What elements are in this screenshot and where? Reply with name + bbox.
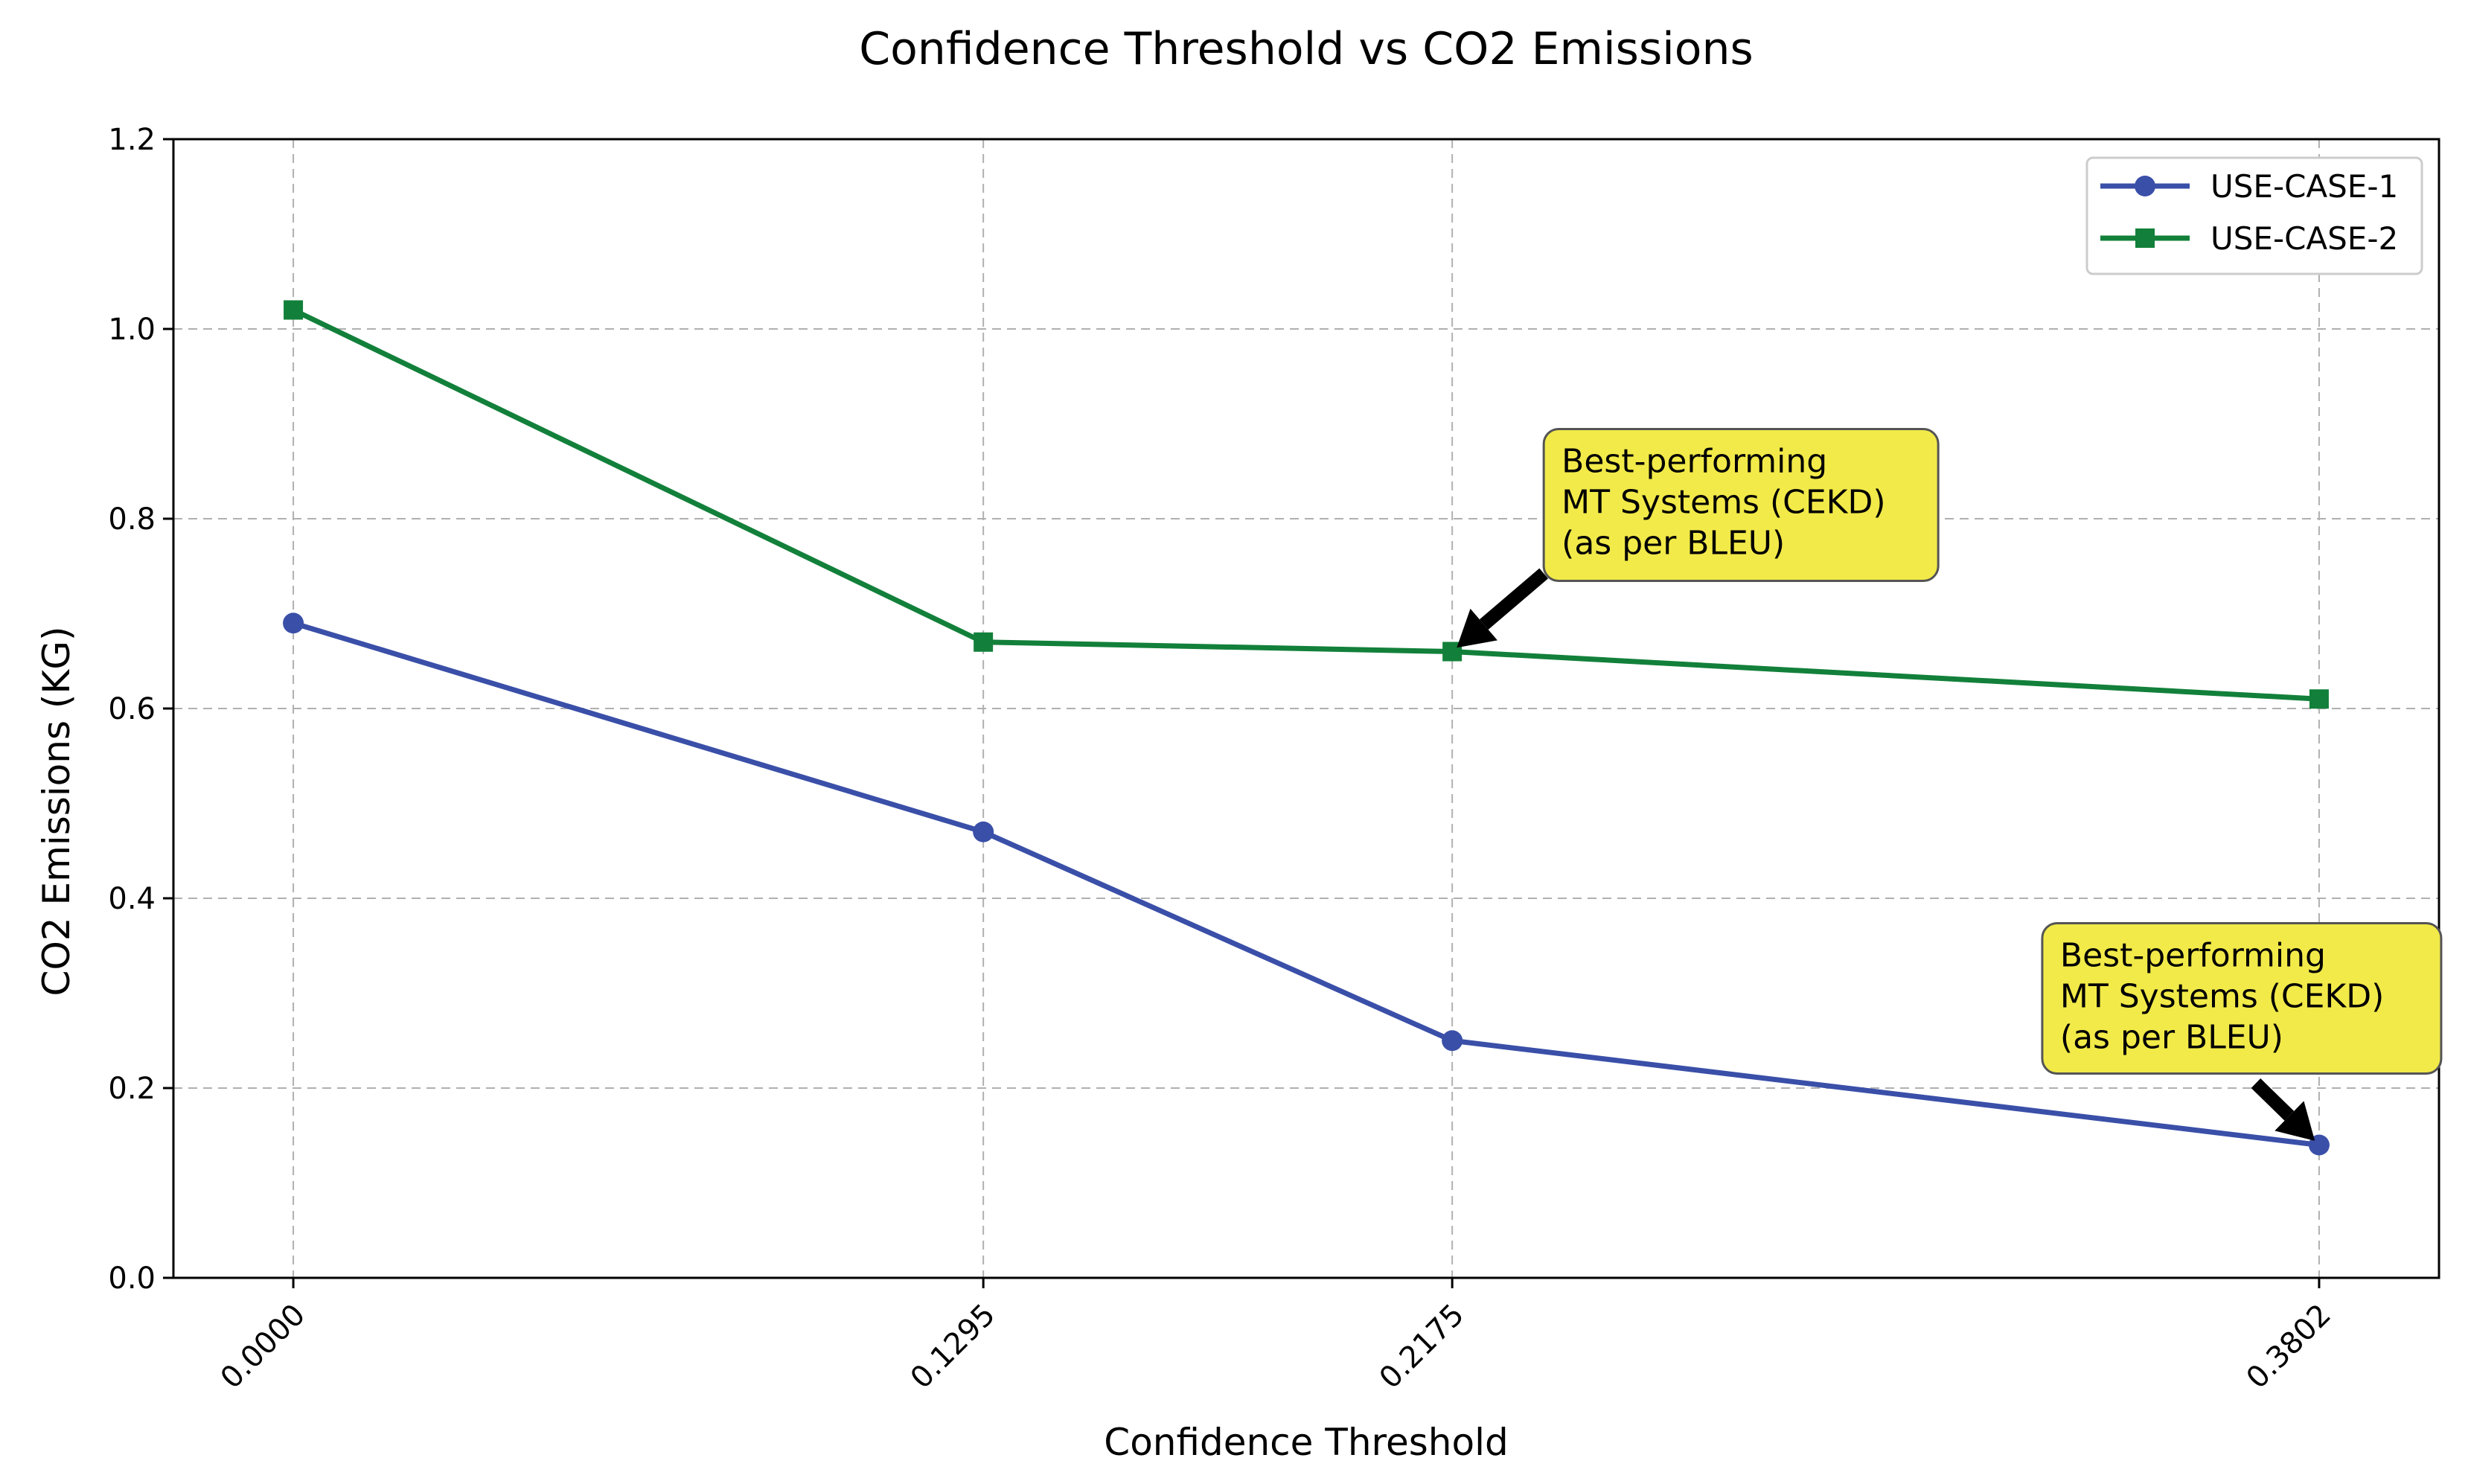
annotation-text-line: MT Systems (CEKD) <box>1561 484 1885 522</box>
annotation-text-line: (as per BLEU) <box>2060 1019 2283 1057</box>
y-tick-label: 0.4 <box>108 882 156 916</box>
annotation-text-line: (as per BLEU) <box>1561 525 1785 563</box>
grid-lines <box>173 138 2439 1279</box>
annotation-arrow-head <box>2275 1101 2315 1141</box>
legend-label-2: USE-CASE-2 <box>2211 220 2398 257</box>
annotation-box <box>1542 428 1940 582</box>
annotation-arrow-shaft <box>1479 568 1548 630</box>
annotation-text-line: MT Systems (CEKD) <box>2060 978 2384 1016</box>
y-tick-label: 0.2 <box>108 1072 156 1106</box>
legend-marker-2 <box>2135 228 2155 248</box>
annotation-text-line: Best-performing <box>1561 443 1827 481</box>
series-2-point <box>284 300 304 320</box>
series-2-point <box>974 632 994 652</box>
x-tick-label: 0.0000 <box>214 1298 312 1395</box>
legend-marker-1 <box>2135 176 2155 196</box>
axes: 0.0 0.2 0.4 0.6 0.8 1.0 1.2 0.0000 0.1295 0.2175 0… <box>108 123 2440 1395</box>
series-line-1 <box>293 620 2320 1148</box>
x-tick-label: 0.3802 <box>2240 1298 2337 1395</box>
series-1-point <box>283 613 304 634</box>
x-tick-label: 0.1295 <box>904 1298 1002 1395</box>
chart-title: Confidence Threshold vs CO2 Emissions <box>859 23 1754 75</box>
data-series <box>283 300 2330 1156</box>
series-1-point <box>973 821 994 842</box>
annotation-2: Best-performing MT Systems (CEKD)(as per… <box>2041 922 2443 1141</box>
series-line-2 <box>292 307 2320 702</box>
legend-label-1: USE-CASE-1 <box>2211 168 2398 205</box>
y-axis-label: CO2 Emissions (KG) <box>35 627 78 997</box>
x-axis-label: Confidence Threshold <box>1104 1421 1508 1464</box>
plot-frame <box>172 138 2440 1279</box>
series-2-point <box>2309 689 2329 709</box>
legend: USE-CASE-1 USE-CASE-2 <box>2085 156 2423 275</box>
annotation-arrow-shaft <box>2251 1078 2295 1121</box>
series-1-point <box>1442 1030 1463 1052</box>
y-tick-label: 0.6 <box>108 692 156 726</box>
x-tick-label: 0.2175 <box>1373 1298 1471 1395</box>
annotations: Best-performing MT Systems (CEKD)(as per… <box>1457 428 2443 1141</box>
annotation-box <box>2041 922 2443 1075</box>
annotation-1: Best-performing MT Systems (CEKD)(as per… <box>1457 428 1940 648</box>
y-tick-label: 0.0 <box>108 1261 156 1296</box>
annotation-text-line: Best-performing <box>2060 937 2326 975</box>
y-tick-label: 0.8 <box>108 502 156 537</box>
annotation-arrow-head <box>1457 608 1497 648</box>
y-tick-label: 1.0 <box>108 313 156 347</box>
y-tick-label: 1.2 <box>108 123 156 157</box>
